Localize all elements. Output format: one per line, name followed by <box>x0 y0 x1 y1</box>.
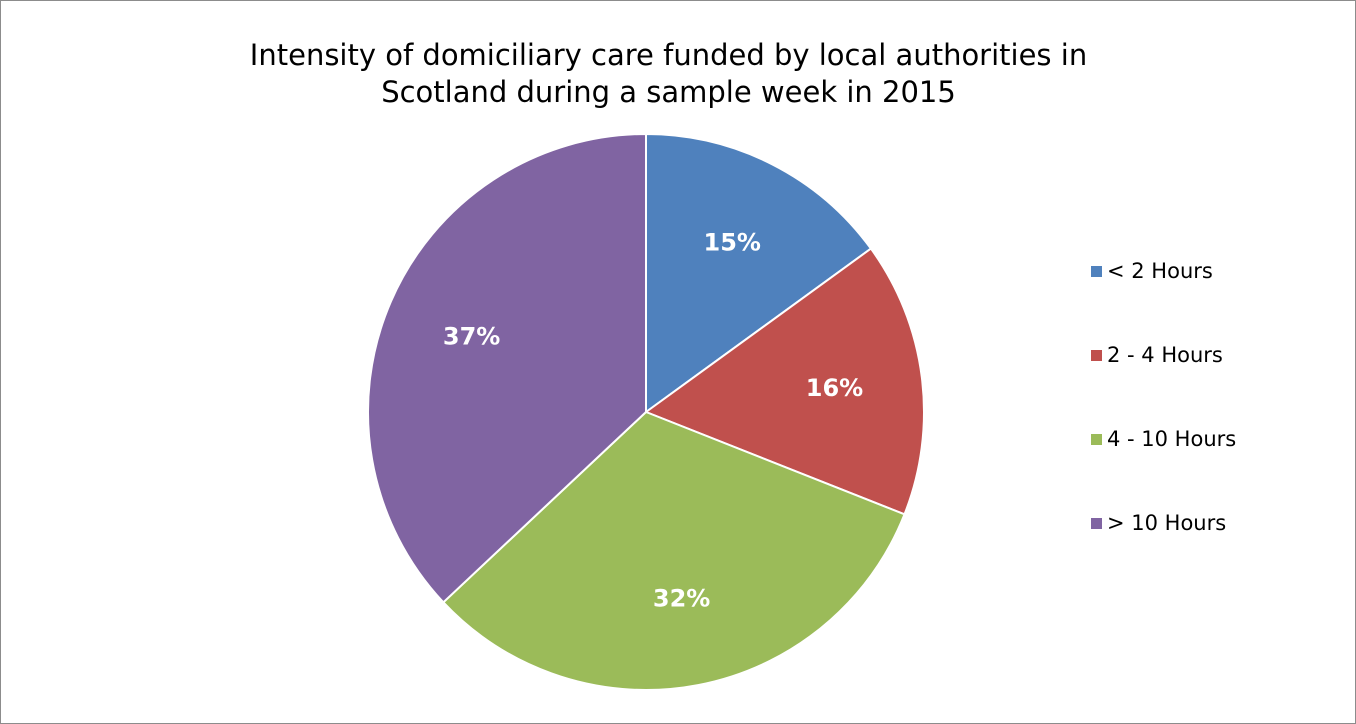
legend-label: > 10 Hours <box>1107 511 1227 535</box>
pie-slice-1 <box>645 132 873 414</box>
chart-title: Intensity of domiciliary care funded by … <box>101 37 1236 111</box>
legend-swatch <box>1091 349 1102 361</box>
pie-slice-3 <box>441 410 906 691</box>
legend-item-lt-2-hours: < 2 Hours <box>1091 251 1236 291</box>
legend-item-2-4-hours: 2 - 4 Hours <box>1091 335 1236 375</box>
legend-swatch <box>1091 517 1102 529</box>
legend-swatch <box>1091 433 1102 445</box>
pie-slices <box>367 132 925 691</box>
legend-label: 2 - 4 Hours <box>1107 343 1223 367</box>
legend-label: 4 - 10 Hours <box>1107 427 1237 451</box>
legend-item-gt-10-hours: > 10 Hours <box>1091 503 1236 543</box>
pie-slice-2 <box>643 247 925 516</box>
pie-data-label-2: 16% <box>806 374 863 402</box>
pie-data-label-3: 32% <box>653 585 710 613</box>
pie-slice-4 <box>367 132 647 604</box>
pie-data-label-4: 37% <box>443 323 500 351</box>
legend-swatch <box>1091 265 1102 277</box>
legend-label: < 2 Hours <box>1107 259 1213 283</box>
chart-title-line-2: Scotland during a sample week in 2015 <box>381 75 956 109</box>
chart-title-line-1: Intensity of domiciliary care funded by … <box>249 38 1088 72</box>
legend-item-4-10-hours: 4 - 10 Hours <box>1091 419 1236 459</box>
chart-legend: < 2 Hours 2 - 4 Hours 4 - 10 Hours > 10 … <box>1091 251 1236 587</box>
pie-data-labels: 15% 16% 32% 37% <box>443 229 863 613</box>
pie-data-label-1: 15% <box>704 229 761 257</box>
